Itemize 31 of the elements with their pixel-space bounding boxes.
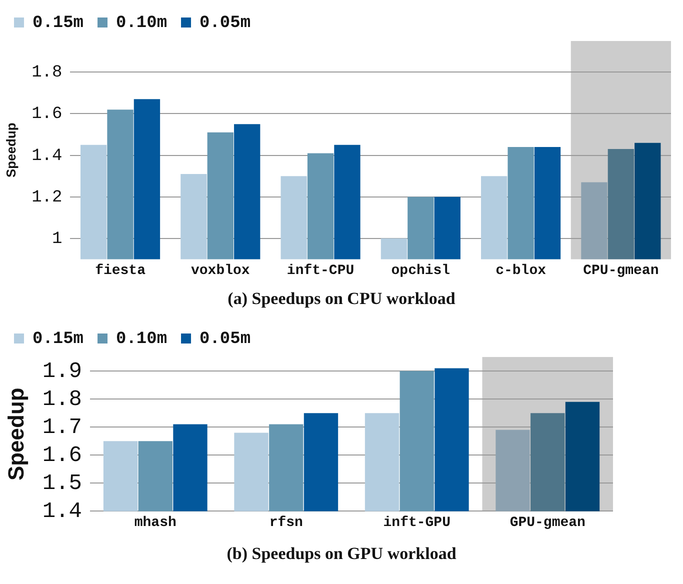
text: (b) Speedups on GPU workload: [226, 543, 458, 565]
x-tick-label: c-blox: [496, 263, 547, 280]
x-tick-label: rfsn: [269, 515, 303, 532]
y-axis-title: Speedup: [3, 122, 18, 178]
y-tick-label: 1.9: [42, 358, 82, 384]
y-tick-label: 1.7: [42, 414, 82, 440]
x-tick-label: GPU-gmean: [510, 515, 586, 532]
x-tick-label: mhash: [134, 515, 176, 532]
x-tick-label: voxblox: [190, 263, 250, 280]
legend-label: 0.10m: [116, 14, 168, 33]
y-tick-label: 1.8: [32, 64, 62, 83]
y-tick-label: 1.4: [32, 146, 62, 166]
legend-label: 0.15m: [32, 330, 84, 349]
y-tick-label: 1.4: [42, 499, 82, 524]
y-tick-label: 1.5: [42, 470, 82, 496]
x-tick-label: fiesta: [95, 263, 146, 280]
y-tick-label: 1: [52, 230, 62, 249]
x-tick-label: inft-CPU: [286, 263, 354, 280]
legend-label: 0.10m: [116, 330, 168, 349]
y-tick-label: 1.6: [32, 105, 62, 124]
y-tick-label: 1.6: [42, 442, 82, 468]
legend-label: 0.15m: [32, 14, 84, 33]
x-tick-label: inft-GPU: [383, 515, 450, 532]
x-tick-label: opchisl: [391, 263, 450, 280]
legend-label: 0.05m: [200, 14, 251, 33]
y-tick-label: 1.8: [42, 386, 82, 412]
y-tick-label: 1.2: [32, 188, 62, 208]
legend-label: 0.05m: [200, 330, 251, 349]
text: (a) Speedups on CPU workload: [226, 288, 456, 310]
x-tick-label: CPU-gmean: [583, 263, 659, 280]
y-axis-title: Speedup: [3, 388, 28, 481]
